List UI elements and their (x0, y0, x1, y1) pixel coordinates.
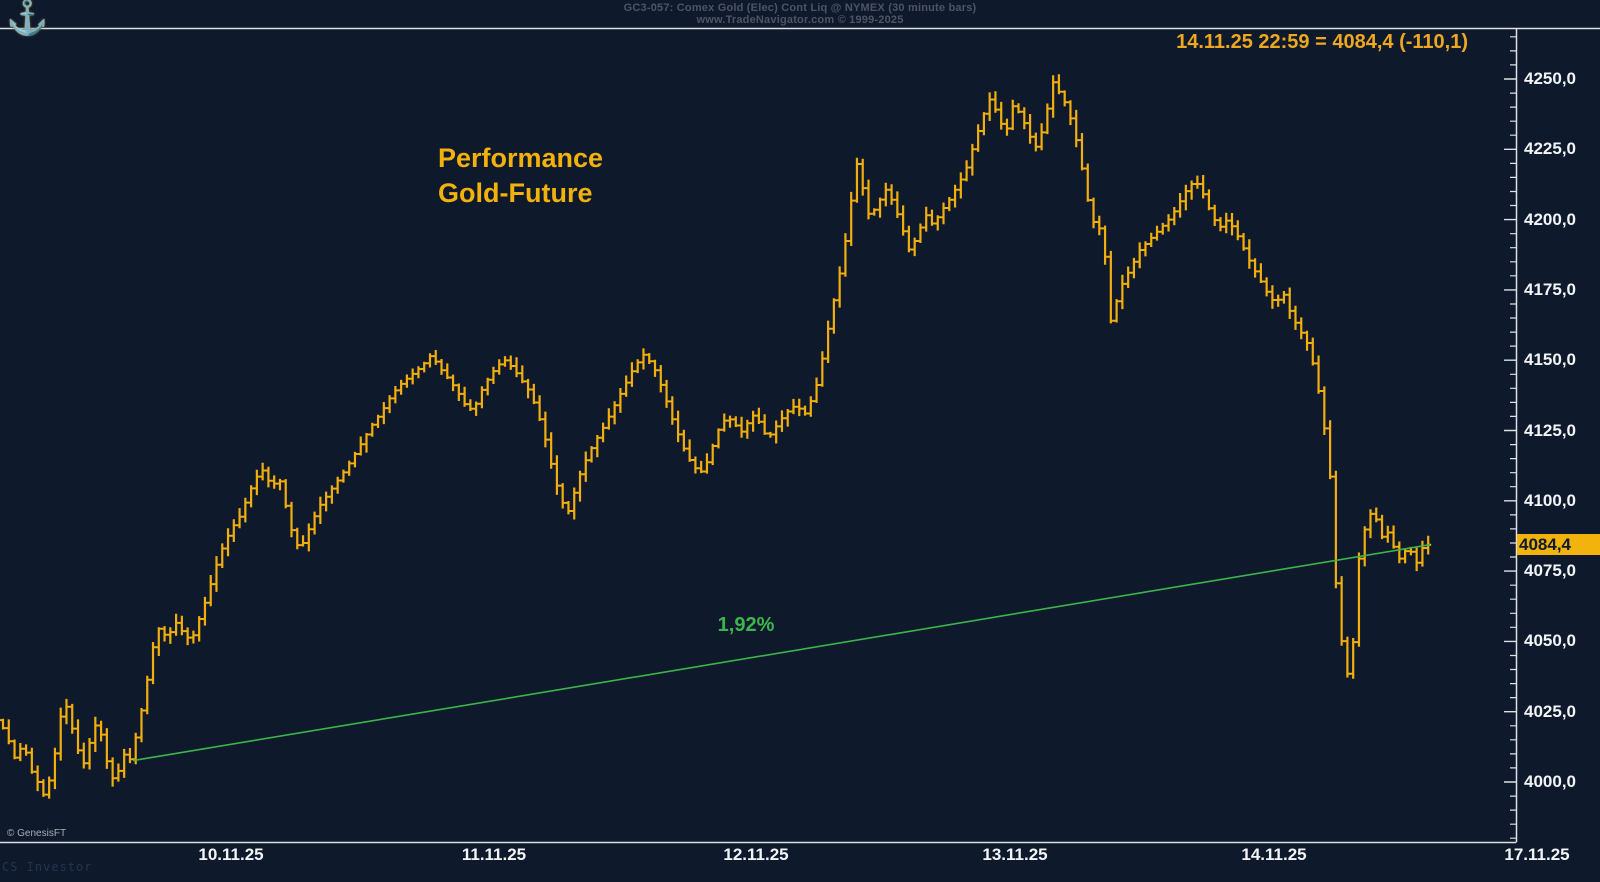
y-axis-label: 4100,0 (1524, 490, 1576, 510)
trendline-percent-label: 1,92% (717, 614, 775, 636)
y-axis-label: 4200,0 (1524, 209, 1576, 229)
chart-frame (0, 27, 1600, 844)
chart-subtitle: www.TradeNavigator.com © 1999-2025 (696, 14, 904, 26)
performance-annotation-line1: Performance (438, 143, 604, 173)
ohlc-open-close-ticks (0, 81, 1432, 796)
x-axis-label: 14.11.25 (1241, 845, 1307, 864)
performance-annotation-line2: Gold-Future (438, 178, 593, 208)
y-axis-label: 4125,0 (1524, 420, 1576, 440)
last-price-tag: 4084,4 (1517, 533, 1600, 555)
y-axis-label: 4250,0 (1524, 69, 1576, 88)
y-axis-minor-ticks (1510, 36, 1516, 839)
trend-line (132, 543, 1431, 762)
anchor-logo-icon: ⚓ (6, 0, 49, 37)
x-axis-label: 13.11.25 (982, 845, 1048, 864)
x-axis-label: 17.11.25 (1504, 845, 1570, 864)
ohlc-bars (1, 74, 1430, 799)
cs-investor-watermark: CS Investor (2, 860, 93, 874)
y-axis-label: 4075,0 (1524, 561, 1576, 581)
y-axis-major-ticks (1504, 78, 1516, 783)
chart-title: GC3-057: Comex Gold (Elec) Cont Liq @ NY… (623, 2, 977, 14)
x-axis-label: 10.11.25 (198, 845, 264, 864)
y-axis-label: 4000,0 (1524, 772, 1576, 791)
y-axis-label: 4025,0 (1524, 701, 1576, 721)
y-axis-label: 4225,0 (1524, 139, 1576, 159)
y-axis-label: 4150,0 (1524, 350, 1576, 370)
x-axis-label: 11.11.25 (461, 845, 527, 864)
genesis-copyright: © GenesisFT (7, 828, 67, 839)
y-axis-label: 4175,0 (1524, 279, 1576, 299)
last-quote-readout: 14.11.25 22:59 = 4084,4 (-110,1) (1176, 31, 1468, 53)
x-axis-label: 12.11.25 (723, 845, 789, 864)
y-axis-label: 4050,0 (1524, 631, 1576, 651)
performance-annotation: Performance Gold-Future (438, 141, 603, 211)
